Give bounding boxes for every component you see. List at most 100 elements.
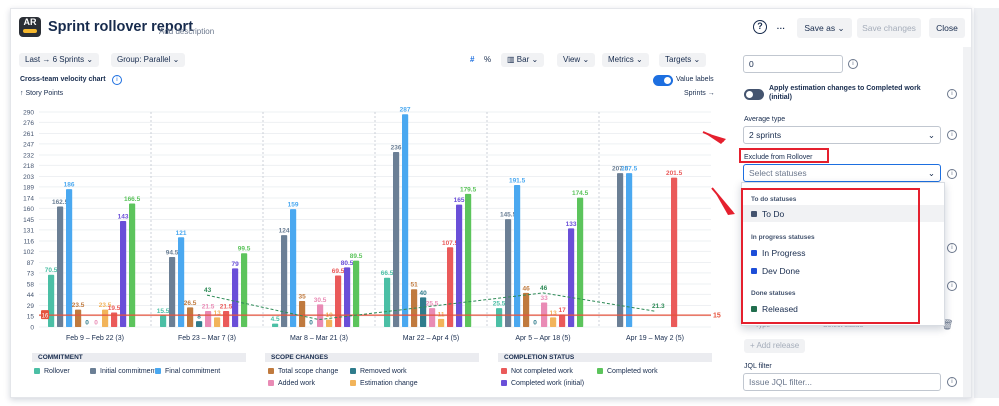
more-button[interactable]: ··· (771, 18, 791, 38)
data-label: 0 (309, 320, 313, 327)
info-icon[interactable]: i (947, 377, 957, 387)
data-label: 162.5 (52, 199, 69, 206)
trend-line (206, 292, 656, 321)
legend-item-added-work[interactable]: Added work (268, 380, 315, 387)
chevron-down-icon: ⌄ (927, 130, 935, 140)
help-icon[interactable]: ? (753, 20, 767, 34)
info-icon[interactable]: i (947, 130, 957, 140)
trash-icon[interactable]: 🗑 (941, 320, 954, 331)
bar-final-commitment (626, 173, 633, 327)
hash-toggle[interactable]: # (468, 53, 477, 67)
legend-item-completed-work[interactable]: Completed work (597, 368, 658, 375)
info-icon[interactable]: i (947, 89, 957, 99)
legend-swatch-icon (350, 380, 356, 386)
data-label: 30.5 (314, 297, 327, 304)
info-icon[interactable]: i (112, 75, 122, 85)
close-button[interactable]: Close (929, 18, 965, 38)
add-description-link[interactable]: Add description (159, 27, 215, 36)
info-icon[interactable]: i (848, 59, 858, 69)
info-icon[interactable]: i (947, 281, 957, 291)
chart-title: Cross-team velocity chart (20, 76, 106, 83)
dropdown-option-in-progress[interactable]: In Progress (751, 248, 805, 258)
data-label: 70.5 (45, 267, 58, 274)
y-tick-label: 261 (23, 131, 34, 138)
bar-final-commitment (66, 189, 73, 327)
value-labels-label: Value labels (676, 76, 714, 83)
data-label: 0 (533, 320, 537, 327)
bar-completed-work-initial- (344, 267, 351, 327)
legend-item-final-commitment[interactable]: Final commitment (155, 368, 220, 375)
jql-filter-input[interactable]: Issue JQL filter... (743, 373, 941, 391)
x-tick-label: Apr 19 – May 2 (5) (626, 335, 684, 342)
bar-not-completed-work (447, 247, 454, 327)
legend-item-completed-work-initial[interactable]: Completed work (initial) (501, 380, 584, 387)
percent-toggle[interactable]: % (482, 53, 494, 67)
info-icon[interactable]: i (947, 169, 957, 179)
average-type-label: Average type (744, 116, 786, 123)
view-selector[interactable]: View ⌄ (557, 53, 596, 67)
bar-type-selector[interactable]: ▥ Bar ⌄ (501, 53, 545, 67)
y-tick-label: 87 (27, 260, 35, 267)
legend-item-removed-work[interactable]: Removed work (350, 368, 407, 375)
data-label: 287 (400, 107, 411, 114)
legend-item-total-scope-change[interactable]: Total scope change (268, 368, 338, 375)
legend-swatch-icon (34, 368, 40, 374)
target-start-label: 16 (42, 314, 49, 320)
days-input[interactable]: 0 (743, 55, 843, 73)
app-logo: AR (19, 17, 41, 37)
data-label: 21.5 (220, 304, 233, 311)
value-labels-toggle[interactable] (653, 75, 673, 86)
legend-item-initial-commitment[interactable]: Initial commitment (90, 368, 156, 375)
y-tick-label: 276 (23, 120, 34, 127)
apply-estimation-toggle[interactable] (744, 89, 764, 100)
data-label: 26.5 (184, 300, 197, 307)
group-selector[interactable]: Group: Parallel ⌄ (111, 53, 186, 67)
info-icon[interactable]: i (947, 243, 957, 253)
add-release-button[interactable]: + Add release (744, 339, 806, 353)
dropdown-option-to-do[interactable]: To Do (742, 205, 944, 222)
bar-estimation-change (326, 319, 333, 327)
data-label: 159 (288, 202, 299, 209)
metrics-selector[interactable]: Metrics ⌄ (602, 53, 649, 67)
bar-rollover (160, 315, 167, 327)
scrollbar[interactable] (963, 47, 971, 397)
bar-initial-commitment (505, 219, 512, 327)
y-tick-label: 0 (30, 325, 34, 332)
data-label: 13 (213, 310, 221, 317)
bar-completed-work-initial- (568, 228, 575, 327)
bar-removed-work (420, 297, 427, 327)
y-tick-label: 174 (23, 196, 34, 203)
x-tick-label: Feb 23 – Mar 7 (3) (178, 335, 236, 342)
status-color-icon (751, 211, 757, 217)
range-selector[interactable]: Last → 6 Sprints ⌄ (19, 53, 100, 67)
jql-filter-label: JQL filter (744, 363, 772, 370)
save-changes-button[interactable]: Save changes (857, 18, 921, 38)
annotation-box-dropdown (741, 188, 920, 324)
chevron-down-icon: ⌄ (172, 55, 180, 64)
save-as-button[interactable]: Save as ⌄ (797, 18, 852, 38)
dropdown-option-released[interactable]: Released (751, 304, 798, 314)
y-tick-label: 15 (27, 313, 35, 320)
bar-final-commitment (402, 114, 409, 327)
bar-total-scope-change (523, 292, 530, 327)
legend-item-not-completed-work[interactable]: Not completed work (501, 368, 573, 375)
legend-swatch-icon (597, 368, 603, 374)
chevron-down-icon: ⌄ (927, 168, 935, 178)
average-type-select[interactable]: 2 sprints ⌄ (743, 126, 941, 144)
apply-estimation-label: Apply estimation changes to Completed wo… (769, 85, 921, 101)
y-tick-label: 232 (23, 153, 34, 160)
bar-total-scope-change (75, 309, 82, 327)
legend-completion-header: COMPLETION STATUS (498, 353, 712, 362)
legend-item-rollover[interactable]: Rollover (34, 368, 70, 375)
data-label: 80.5 (341, 260, 354, 267)
targets-selector[interactable]: Targets ⌄ (659, 53, 707, 67)
legend-item-estimation-change[interactable]: Estimation change (350, 380, 418, 387)
select-statuses-input[interactable]: Select statuses ⌄ (743, 164, 941, 182)
dropdown-option-dev-done[interactable]: Dev Done (751, 266, 800, 276)
annotation-arrow-icon (711, 187, 734, 214)
bar-final-commitment (514, 185, 521, 327)
data-label: 236 (391, 145, 402, 152)
sprints-link[interactable]: Sprints → (684, 90, 715, 97)
data-label: 15.5 (157, 308, 170, 315)
chevron-down-icon: ⌄ (636, 55, 643, 64)
